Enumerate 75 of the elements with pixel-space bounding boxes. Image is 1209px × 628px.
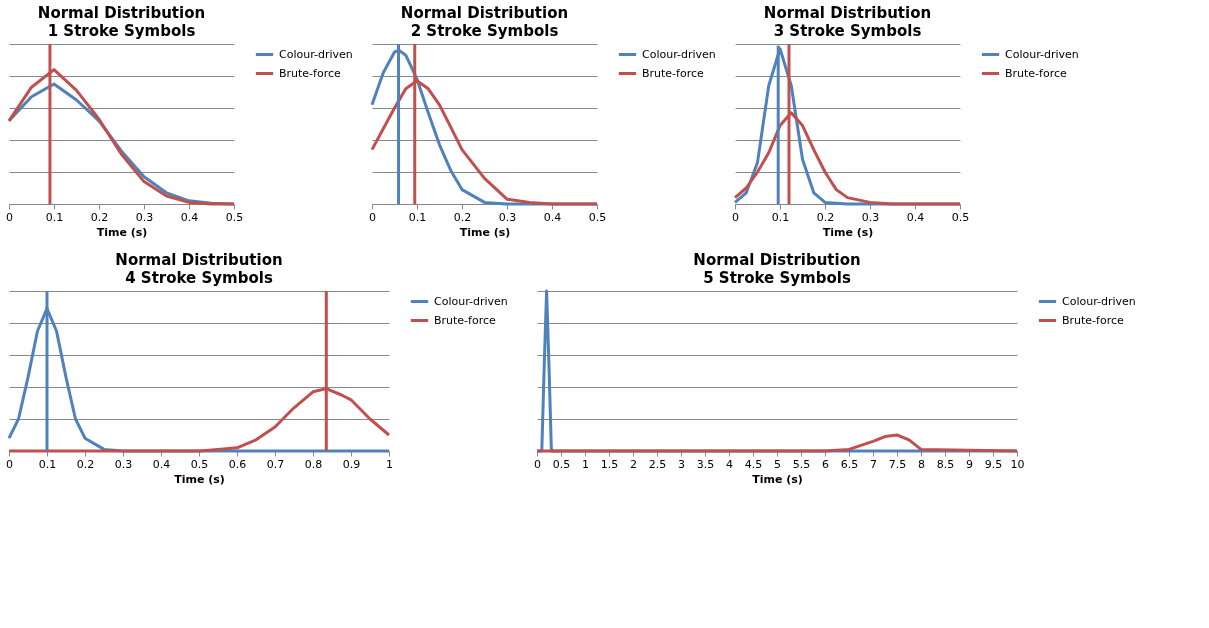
x-tick-label: 0.1 xyxy=(45,210,64,224)
x-tick-label: 0.1 xyxy=(771,210,790,224)
x-tick-label: 10 xyxy=(1010,457,1025,471)
x-tick-label: 6.5 xyxy=(840,457,859,471)
chart-subtitle: 4 Stroke Symbols xyxy=(125,268,273,287)
x-tick-label: 3.5 xyxy=(696,457,715,471)
x-tick-label: 0.3 xyxy=(114,457,133,471)
x-tick-label: 0 xyxy=(369,210,376,224)
x-tick-label: 0.1 xyxy=(408,210,427,224)
legend-label: Colour-driven xyxy=(1062,294,1136,308)
x-tick-label: 1.5 xyxy=(600,457,619,471)
x-tick-label: 0 xyxy=(6,210,13,224)
x-tick-label: 5 xyxy=(774,457,781,471)
chart-subtitle: 1 Stroke Symbols xyxy=(47,21,196,40)
x-tick-label: 1 xyxy=(582,457,589,471)
x-tick-label: 6 xyxy=(822,457,829,471)
chart-title: Normal Distribution xyxy=(400,3,569,22)
x-tick-label: 9.5 xyxy=(984,457,1003,471)
x-tick-label: 0 xyxy=(6,457,13,471)
x-tick-label: 8 xyxy=(918,457,925,471)
chart-title: Normal Distribution xyxy=(763,3,932,22)
x-tick-label: 0.9 xyxy=(342,457,361,471)
x-tick-label: 0.5 xyxy=(190,457,209,471)
x-tick-label: 7 xyxy=(870,457,877,471)
x-tick-label: 4 xyxy=(726,457,733,471)
x-tick-label: 0 xyxy=(534,457,541,471)
legend-label: Colour-driven xyxy=(279,47,353,61)
x-tick-label: 0.4 xyxy=(180,210,199,224)
x-axis-title: Time (s) xyxy=(96,225,148,239)
x-tick-label: 0.4 xyxy=(152,457,171,471)
legend-label: Brute-force xyxy=(279,66,342,80)
x-tick-label: 7.5 xyxy=(888,457,907,471)
x-tick-label: 0.8 xyxy=(304,457,323,471)
x-tick-label: 0.6 xyxy=(228,457,247,471)
x-tick-label: 0.2 xyxy=(453,210,472,224)
legend-label: Colour-driven xyxy=(1005,47,1079,61)
x-tick-label: 0.3 xyxy=(135,210,154,224)
x-axis-title: Time (s) xyxy=(752,472,803,486)
chart-subtitle: 2 Stroke Symbols xyxy=(410,21,559,40)
x-tick-label: 0.2 xyxy=(90,210,109,224)
x-tick-label: 2.5 xyxy=(648,457,667,471)
x-tick-label: 0.4 xyxy=(906,210,925,224)
x-tick-label: 3 xyxy=(678,457,685,471)
x-tick-label: 0.2 xyxy=(816,210,835,224)
legend-label: Brute-force xyxy=(1062,313,1125,327)
legend-label: Colour-driven xyxy=(434,294,508,308)
x-axis-title: Time (s) xyxy=(822,225,874,239)
x-tick-label: 1 xyxy=(386,457,393,471)
legend-label: Brute-force xyxy=(642,66,705,80)
x-tick-label: 0.1 xyxy=(38,457,57,471)
x-tick-label: 0.4 xyxy=(543,210,562,224)
legend-label: Colour-driven xyxy=(642,47,716,61)
x-tick-label: 0.5 xyxy=(588,210,607,224)
x-tick-label: 2 xyxy=(630,457,637,471)
chart-title: Normal Distribution xyxy=(115,250,283,269)
x-tick-label: 0.5 xyxy=(225,210,244,224)
x-tick-label: 0.3 xyxy=(498,210,517,224)
chart-subtitle: 5 Stroke Symbols xyxy=(703,268,851,287)
x-tick-label: 5.5 xyxy=(792,457,811,471)
x-tick-label: 8.5 xyxy=(936,457,955,471)
x-tick-label: 0.3 xyxy=(861,210,880,224)
chart-subtitle: 3 Stroke Symbols xyxy=(773,21,922,40)
legend-label: Brute-force xyxy=(1005,66,1068,80)
chart-title: Normal Distribution xyxy=(693,250,861,269)
legend-label: Brute-force xyxy=(434,313,497,327)
chart-title: Normal Distribution xyxy=(37,3,206,22)
x-tick-label: 0.5 xyxy=(951,210,970,224)
x-tick-label: 0.7 xyxy=(266,457,285,471)
x-tick-label: 0.2 xyxy=(76,457,95,471)
x-axis-title: Time (s) xyxy=(174,472,225,486)
x-tick-label: 9 xyxy=(966,457,973,471)
x-tick-label: 0 xyxy=(732,210,739,224)
x-tick-label: 0.5 xyxy=(552,457,571,471)
x-tick-label: 4.5 xyxy=(744,457,763,471)
x-axis-title: Time (s) xyxy=(459,225,511,239)
